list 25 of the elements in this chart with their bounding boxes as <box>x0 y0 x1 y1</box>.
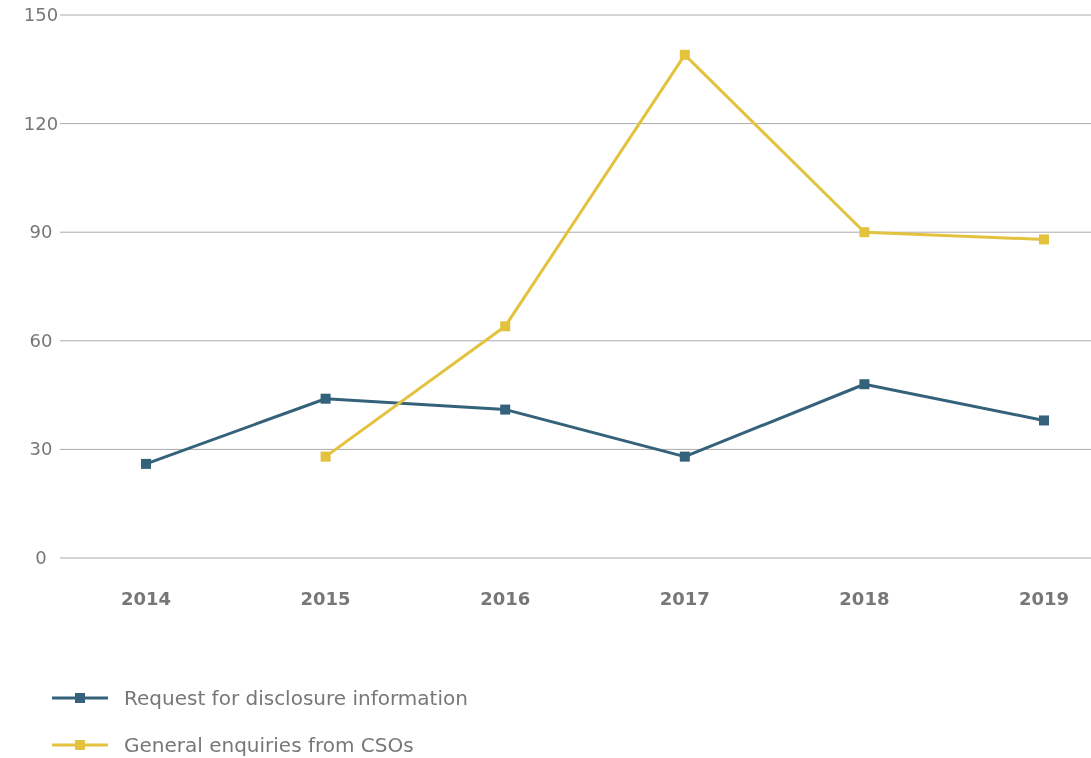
x-tick-label: 2019 <box>1018 588 1070 609</box>
point <box>859 227 870 238</box>
x-tick-label: 2017 <box>659 588 710 609</box>
point <box>679 451 690 462</box>
y-tick-label: 90 <box>29 221 53 243</box>
legend-label: General enquiries from CSOs <box>124 733 414 757</box>
point <box>859 379 870 390</box>
x-tick-label: 2016 <box>480 588 531 609</box>
point <box>500 321 511 332</box>
point <box>1039 415 1049 426</box>
x-tick-label: 2018 <box>839 588 890 609</box>
legend-label: Request for disclosure information <box>124 686 468 710</box>
point <box>320 393 331 404</box>
x-tick-label: 2015 <box>300 588 351 609</box>
point <box>141 458 151 469</box>
point <box>500 404 511 415</box>
y-tick-label: 60 <box>29 329 53 351</box>
y-tick-label: 150 <box>23 4 59 25</box>
point <box>320 451 331 462</box>
point <box>1039 234 1049 245</box>
x-tick-label: 2014 <box>120 588 172 609</box>
point <box>679 49 690 60</box>
y-tick-label: 0 <box>35 547 47 568</box>
y-tick-label: 30 <box>29 438 53 460</box>
y-tick-label: 120 <box>23 112 59 134</box>
